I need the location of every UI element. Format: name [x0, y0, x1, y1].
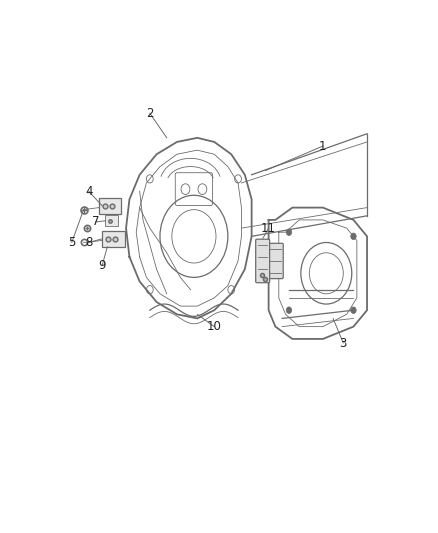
- Circle shape: [351, 233, 356, 240]
- FancyBboxPatch shape: [256, 239, 270, 282]
- Text: 8: 8: [85, 236, 92, 249]
- Text: 9: 9: [99, 259, 106, 271]
- Text: 10: 10: [207, 320, 222, 333]
- FancyBboxPatch shape: [99, 198, 121, 214]
- Circle shape: [351, 307, 356, 313]
- Text: 5: 5: [68, 236, 75, 249]
- Text: 1: 1: [319, 140, 327, 152]
- FancyBboxPatch shape: [268, 243, 283, 279]
- Text: 2: 2: [146, 107, 154, 120]
- Circle shape: [286, 307, 292, 313]
- FancyBboxPatch shape: [102, 231, 125, 247]
- Text: 7: 7: [92, 215, 99, 229]
- Circle shape: [286, 229, 292, 236]
- Text: 4: 4: [85, 185, 92, 198]
- Text: 11: 11: [261, 222, 276, 235]
- Text: 3: 3: [339, 336, 347, 350]
- FancyBboxPatch shape: [105, 215, 118, 227]
